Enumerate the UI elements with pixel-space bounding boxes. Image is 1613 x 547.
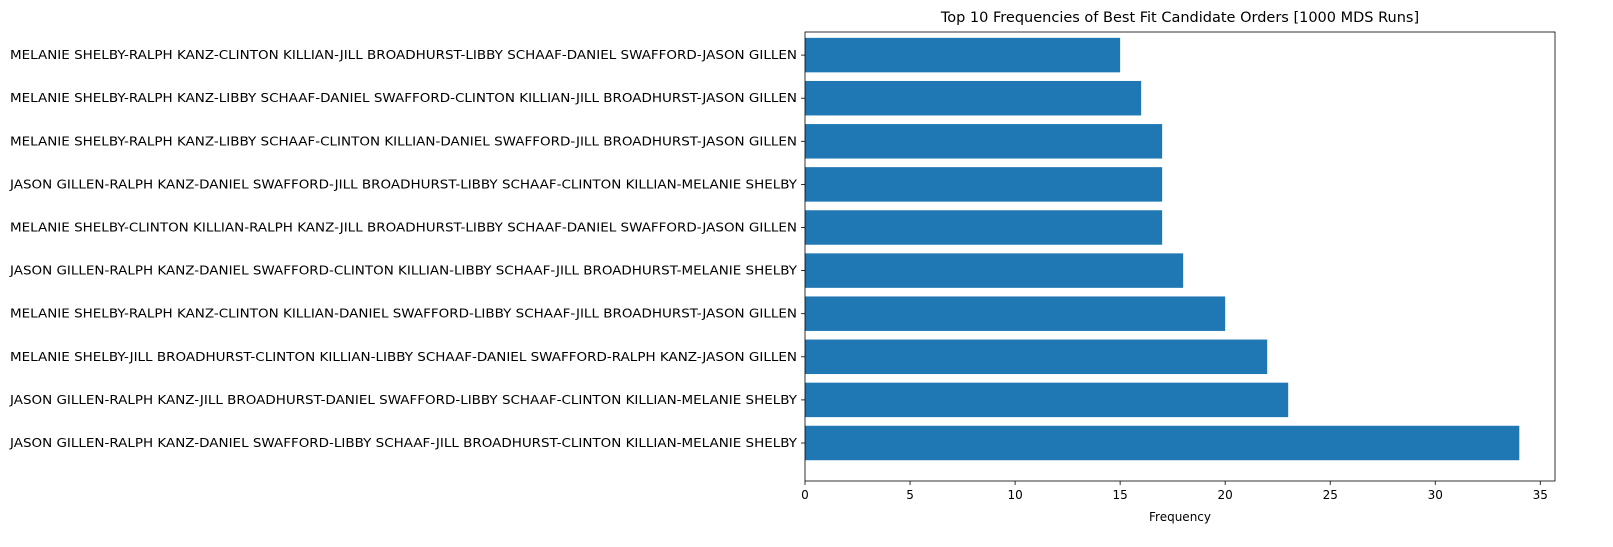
y-tick-label: MELANIE SHELBY-RALPH KANZ-LIBBY SCHAAF-C… bbox=[10, 134, 797, 148]
bar bbox=[805, 253, 1184, 288]
y-tick-label: MELANIE SHELBY-RALPH KANZ-LIBBY SCHAAF-D… bbox=[10, 91, 797, 105]
x-axis-label: Frequency bbox=[1149, 510, 1211, 524]
x-tick-label: 0 bbox=[801, 488, 809, 502]
category-labels-group: JASON GILLEN-RALPH KANZ-DANIEL SWAFFORD-… bbox=[9, 48, 805, 450]
x-tick-label: 15 bbox=[1112, 488, 1127, 502]
x-tick-label: 35 bbox=[1533, 488, 1548, 502]
plot-frame bbox=[804, 31, 1556, 482]
bar bbox=[805, 80, 1142, 116]
bars-group bbox=[805, 37, 1520, 461]
bar bbox=[805, 339, 1268, 375]
y-tick-label: JASON GILLEN-RALPH KANZ-DANIEL SWAFFORD-… bbox=[9, 264, 798, 278]
y-tick-label: JASON GILLEN-RALPH KANZ-JILL BROADHURST-… bbox=[9, 393, 798, 407]
y-tick-label: MELANIE SHELBY-JILL BROADHURST-CLINTON K… bbox=[10, 350, 797, 364]
x-tick-label: 20 bbox=[1218, 488, 1233, 502]
bar bbox=[805, 124, 1163, 159]
y-tick-label: JASON GILLEN-RALPH KANZ-DANIEL SWAFFORD-… bbox=[9, 177, 798, 191]
x-tick-label: 25 bbox=[1323, 488, 1338, 502]
y-tick-label: JASON GILLEN-RALPH KANZ-DANIEL SWAFFORD-… bbox=[9, 436, 798, 450]
chart-title: Top 10 Frequencies of Best Fit Candidate… bbox=[940, 10, 1419, 26]
axis-spines-group bbox=[804, 31, 1556, 482]
bar bbox=[805, 382, 1289, 418]
bar bbox=[805, 167, 1163, 202]
bar bbox=[805, 296, 1226, 331]
y-tick-label: MELANIE SHELBY-RALPH KANZ-CLINTON KILLIA… bbox=[10, 48, 797, 62]
x-tick-label: 30 bbox=[1428, 488, 1443, 502]
bar bbox=[805, 37, 1121, 73]
x-ticks-group: 0 5 10 15 20 25 30 35 bbox=[801, 481, 1548, 502]
y-tick-label: MELANIE SHELBY-RALPH KANZ-CLINTON KILLIA… bbox=[10, 307, 797, 321]
bar bbox=[805, 210, 1163, 245]
bar bbox=[805, 425, 1520, 461]
x-tick-label: 10 bbox=[1007, 488, 1022, 502]
y-tick-label: MELANIE SHELBY-CLINTON KILLIAN-RALPH KAN… bbox=[10, 221, 797, 235]
x-tick-label: 5 bbox=[906, 488, 914, 502]
